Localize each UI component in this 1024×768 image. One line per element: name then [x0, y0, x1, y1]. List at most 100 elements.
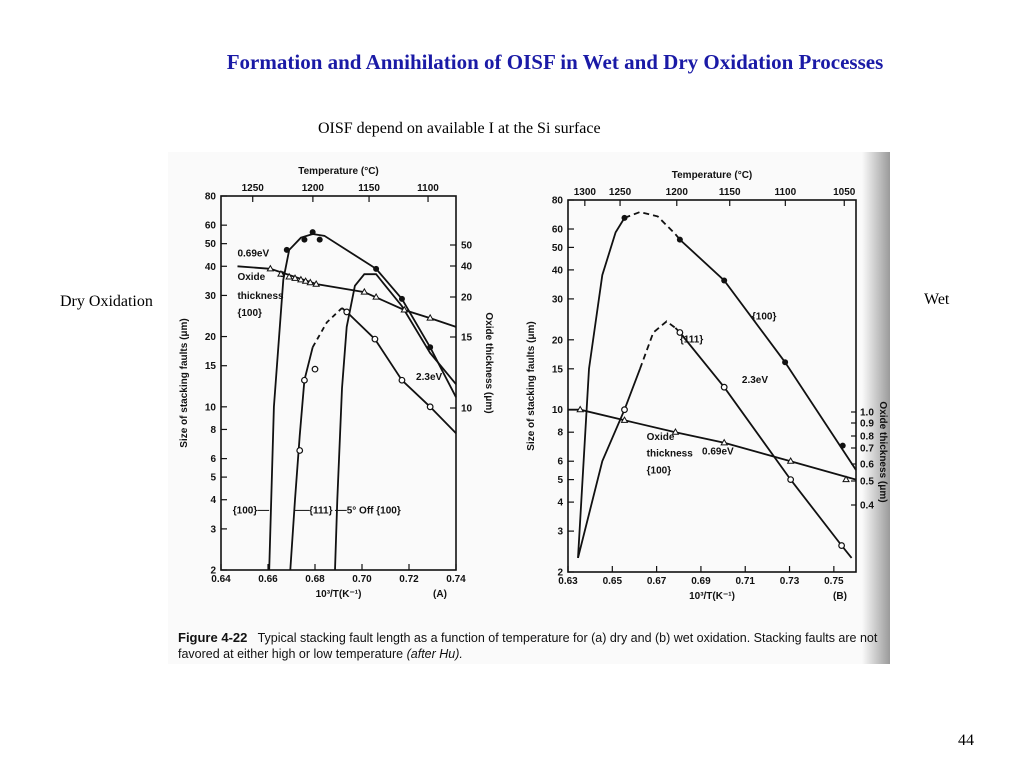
chart-b-curve [675, 234, 856, 470]
chart-a-annotation: Oxide [237, 272, 265, 283]
chart-b-top-axis-title: Temperature (°C) [672, 170, 753, 181]
chart-a-top-tick-label: 1100 [417, 183, 439, 194]
chart-b-x-tick-label: 0.71 [735, 576, 755, 587]
chart-b-y-tick-label: 60 [552, 225, 564, 236]
chart-a-y-tick-label: 6 [210, 454, 216, 465]
figure-label: Figure 4-22 [178, 630, 247, 645]
chart-a-y2-axis-title: Oxide thickness (μm) [483, 312, 494, 413]
chart-a-x-tick-label: 0.74 [446, 574, 466, 585]
chart-b-annotation: 0.69eV [702, 447, 734, 458]
chart-b-annotation: {100} [647, 466, 672, 477]
chart-b-data-point-open [622, 407, 628, 413]
figure-caption: Figure 4-22 Typical stacking fault lengt… [178, 630, 878, 662]
chart-a-x-tick-label: 0.68 [305, 574, 325, 585]
chart-b-curve [568, 410, 856, 480]
chart-b-x-tick-label: 0.63 [558, 576, 578, 587]
slide-title: Formation and Annihilation of OISF in We… [0, 50, 1024, 75]
chart-a-data-point-filled [310, 229, 316, 235]
chart-a-annotation: {111} [309, 505, 332, 516]
chart-a-data-point-filled [399, 296, 405, 302]
chart-b-y-tick-label: 50 [552, 243, 564, 254]
chart-b-y-tick-label: 4 [557, 498, 563, 509]
chart-b-annotation: {100} [752, 311, 777, 322]
chart-b-y-tick-label: 30 [552, 294, 564, 305]
chart-a-y-tick-label: 80 [205, 192, 217, 203]
chart-b-x-tick-label: 0.67 [647, 576, 667, 587]
chart-b-y2-tick-label: 0.6 [860, 460, 874, 471]
chart-b-top-tick-label: 1150 [719, 187, 741, 198]
chart-a-y-tick-label: 5 [210, 473, 216, 484]
chart-a-top-tick-label: 1150 [358, 183, 380, 194]
chart-b-y-tick-label: 8 [557, 428, 563, 439]
chart-a-annotation: thickness [237, 291, 284, 302]
chart-b-data-point-filled [782, 359, 788, 365]
chart-b-panel-label: (B) [833, 591, 847, 602]
chart-b-x-tick-label: 0.75 [824, 576, 844, 587]
chart-a-y2-tick-label: 20 [461, 293, 473, 304]
chart-a-annotation: {100} [237, 308, 262, 319]
chart-b-top-tick-label: 1250 [609, 187, 632, 198]
chart-a-y2-tick-label: 40 [461, 262, 473, 273]
scanned-figure: 2 3 4 5 6 8 10 15 20 30 40 50 60 80 0.64 0.66 0.68 0.70 0.… [168, 152, 890, 664]
chart-a-annotation: 5° Off {100} [347, 505, 401, 516]
chart-b-data-point-open [839, 543, 845, 549]
chart-a-curve [269, 234, 456, 570]
chart-b-frame [568, 200, 856, 572]
chart-b-y2-tick-label: 0.7 [860, 444, 874, 455]
chart-a-y-tick-label: 4 [210, 495, 216, 506]
chart-b-y-axis-title: Size of stacking faults (μm) [526, 321, 537, 450]
chart-a-y-tick-label: 60 [205, 221, 217, 232]
chart-a-data-point-open [312, 366, 318, 372]
chart-a-panel-label: (A) [433, 589, 447, 600]
chart-a-x-tick-label: 0.70 [352, 574, 372, 585]
chart-a-data-point-open [399, 377, 405, 383]
chart-b-data-point-filled [677, 237, 683, 243]
chart-a-data-point-filled [427, 344, 433, 350]
chart-b-data-point-open [788, 477, 794, 483]
chart-b-annotation: thickness [647, 448, 694, 459]
chart-b-data-point-filled [621, 215, 627, 221]
chart-a-data-point-filled [284, 247, 290, 253]
chart-a-y2-tick-label: 15 [461, 333, 473, 344]
chart-b-x-tick-label: 0.65 [603, 576, 623, 587]
chart-b-data-point-filled [721, 278, 727, 284]
chart-a-data-point-open [302, 377, 308, 383]
chart-b-y-tick-label: 10 [552, 405, 564, 416]
chart-b-top-tick-label: 1200 [666, 187, 689, 198]
wet-oxidation-label: Wet [924, 291, 949, 309]
chart-a-data-point-filled [301, 237, 307, 243]
chart-b-data-point-open [721, 384, 727, 390]
caption-credit: (after Hu). [407, 647, 463, 661]
chart-a-x-tick-label: 0.72 [399, 574, 419, 585]
chart-b-y-tick-label: 3 [557, 527, 563, 538]
chart-b-top-tick-label: 1300 [574, 187, 597, 198]
chart-a-y-tick-label: 8 [210, 425, 216, 436]
chart-b-y2-axis-title: Oxide thickness (μm) [877, 401, 888, 502]
chart-b-curve [640, 321, 675, 368]
chart-a-annotation: {100} [233, 505, 258, 516]
chart-a-y-tick-label: 10 [205, 402, 217, 413]
page-number: 44 [958, 732, 974, 750]
chart-a-y-tick-label: 30 [205, 291, 217, 302]
chart-b-curve [578, 218, 625, 558]
chart-a-y-tick-label: 15 [205, 361, 217, 372]
caption-text: Typical stacking fault length as a funct… [178, 631, 877, 661]
chart-b-x-tick-label: 0.69 [691, 576, 711, 587]
chart-a-data-point-filled [317, 237, 323, 243]
chart-a-curve [313, 308, 342, 347]
chart-a-data-point-open [427, 404, 433, 410]
chart-b-top-tick-label: 1100 [774, 187, 796, 198]
chart-a-data-point-open [344, 309, 350, 315]
chart-b-annotation: 2.3eV [742, 375, 768, 386]
chart-b-top-tick-label: 1050 [833, 187, 856, 198]
chart-a-y2-tick-label: 50 [461, 241, 473, 252]
chart-b-annotation: Oxide [647, 432, 675, 443]
chart-b-x-axis-title: 10³/T(K⁻¹) [689, 591, 735, 602]
chart-a-data-point-filled [373, 266, 379, 272]
chart-b-y2-tick-label: 0.5 [860, 477, 874, 488]
chart-a-annotation: 0.69eV [237, 249, 269, 260]
chart-b-y-tick-label: 20 [552, 335, 564, 346]
chart-b-curve [675, 328, 851, 558]
chart-b-annotation: {111} [680, 334, 703, 345]
